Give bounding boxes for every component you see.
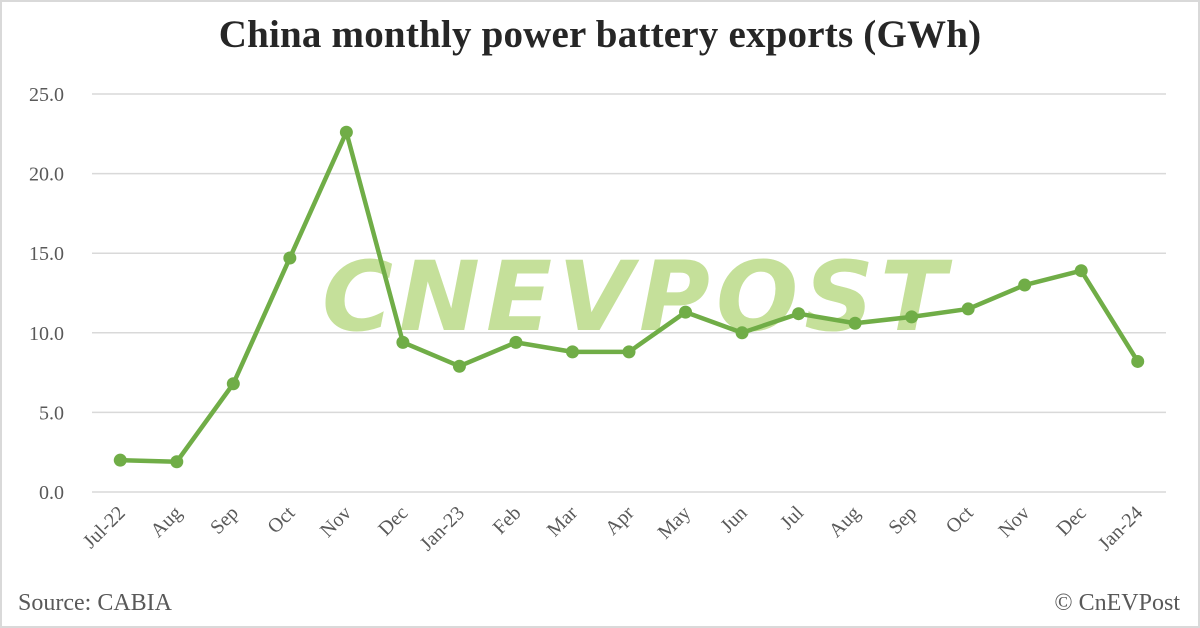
gridlines (92, 93, 1166, 493)
data-point-marker (622, 345, 636, 359)
data-point-marker (339, 125, 353, 139)
chart-title: China monthly power battery exports (GWh… (218, 13, 982, 56)
data-point-marker (1018, 278, 1032, 292)
x-tick-label: Dec (374, 502, 412, 540)
x-tick-label: Dec (1052, 502, 1090, 540)
data-point-marker (735, 326, 749, 340)
x-tick-label: May (654, 502, 695, 543)
data-point-marker (226, 377, 240, 391)
x-tick-label: Sep (206, 502, 243, 539)
y-tick-label: 0.0 (39, 482, 64, 504)
x-tick-label: Jan-24 (1094, 502, 1147, 555)
x-tick-label: Jun (716, 502, 751, 537)
x-tick-label: Aug (146, 502, 186, 542)
y-tick-label: 20.0 (29, 164, 64, 186)
x-tick-label: Jan-23 (416, 502, 469, 555)
x-tick-label: Mar (543, 502, 582, 541)
watermark-logo: CNEVPOST (322, 241, 953, 353)
source-note: Source: CABIA (18, 590, 172, 616)
y-tick-label: 25.0 (29, 84, 64, 106)
data-point-marker (283, 251, 297, 265)
data-point-marker (792, 307, 806, 321)
x-axis-ticks: Jul-22 Aug Sep Oct Nov Dec Jan-23 Feb Mar Apr May J… (79, 502, 1147, 556)
x-tick-label: Apr (601, 502, 639, 540)
y-tick-label: 10.0 (29, 323, 64, 345)
x-tick-label: Feb (489, 502, 526, 539)
data-point-marker (1074, 264, 1088, 278)
x-tick-label: Oct (942, 502, 978, 538)
x-tick-label: Jul-22 (79, 502, 130, 553)
data-point-marker (452, 359, 466, 373)
data-point-marker (170, 455, 184, 469)
data-point-marker (679, 305, 693, 319)
y-axis-ticks: 0.0 5.0 10.0 15.0 20.0 25.0 (29, 84, 64, 504)
x-tick-label: Jul (776, 502, 808, 534)
data-point-marker (961, 302, 975, 316)
x-tick-label: Oct (263, 502, 299, 538)
x-tick-label: Nov (994, 502, 1034, 542)
x-tick-label: Sep (884, 502, 921, 539)
data-point-marker (396, 335, 410, 349)
data-point-marker (905, 310, 919, 324)
data-point-marker (565, 345, 579, 359)
x-tick-label: Aug (825, 502, 865, 542)
copyright-note: © CnEVPost (1054, 590, 1180, 616)
x-tick-label: Nov (316, 502, 356, 542)
data-point-marker (509, 335, 523, 349)
y-tick-label: 5.0 (39, 402, 64, 424)
data-series (113, 125, 1145, 469)
data-point-marker (1131, 354, 1145, 368)
data-point-marker (848, 316, 862, 330)
data-point-marker (113, 453, 127, 467)
y-tick-label: 15.0 (29, 243, 64, 265)
